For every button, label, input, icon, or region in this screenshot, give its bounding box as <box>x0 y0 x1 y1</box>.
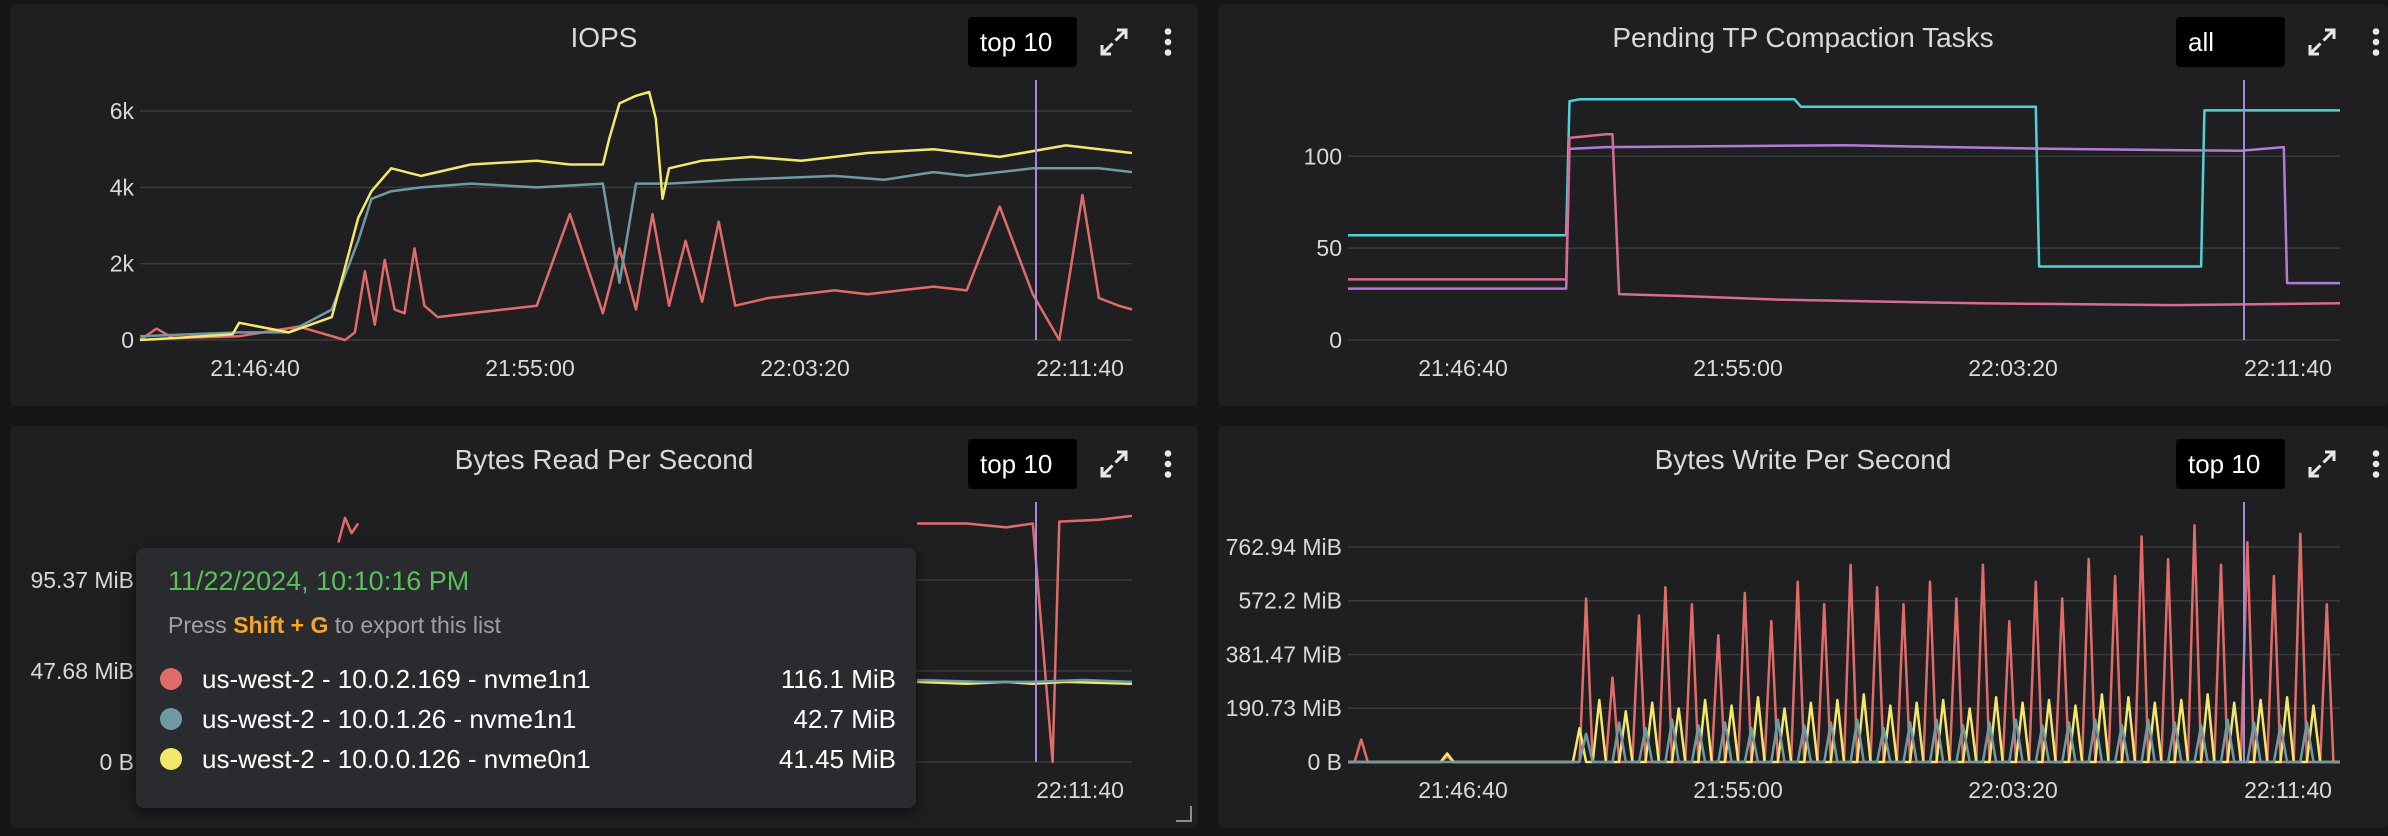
series-line-cyan <box>1348 98 2340 268</box>
top-n-select[interactable]: top 10 <box>968 17 1077 67</box>
panel-title: IOPS <box>570 22 638 53</box>
tooltip-row: us-west-2 - 10.0.2.169 - nvme1n1 116.1 M… <box>156 660 896 700</box>
x-tick-label: 22:03:20 <box>760 355 850 381</box>
series-color-dot <box>160 708 182 730</box>
tooltip-hint: Press Shift + G to export this list <box>168 612 501 639</box>
pending-tp-compaction-panel: Pending TP Compaction Tasks all 0 50 100 21… <box>1218 4 2388 406</box>
y-tick-label: 0 <box>121 327 134 353</box>
y-tick-label: 4k <box>110 174 135 200</box>
series-value: 116.1 MiB <box>780 664 896 694</box>
y-tick-label: 50 <box>1316 235 1342 261</box>
series-line-red <box>917 514 1133 764</box>
y-tick-label: 572.2 MiB <box>1238 588 1342 614</box>
series-line-red <box>139 193 1133 342</box>
x-tick-label: 21:55:00 <box>485 355 575 381</box>
iops-panel: IOPS top 10 0 2k 4k 6k 21:46:40 21:55:00 22:03… <box>10 4 1198 406</box>
chart-svg[interactable]: 0 50 100 21:46:40 21:55:00 22:03:20 22:11:40 <box>1218 4 2388 406</box>
y-tick-label: 100 <box>1304 143 1342 169</box>
panel-title: Pending TP Compaction Tasks <box>1612 22 1994 53</box>
y-tick-label: 6k <box>110 98 135 124</box>
series-line-red <box>1348 524 2340 764</box>
top-n-select[interactable]: top 10 <box>968 439 1077 489</box>
expand-icon[interactable] <box>1096 24 1132 60</box>
resize-handle[interactable] <box>1176 806 1192 822</box>
series-label: us-west-2 - 10.0.1.26 - nvme1n1 <box>202 704 577 734</box>
y-tick-label: 762.94 MiB <box>1226 534 1342 560</box>
x-tick-label: 21:46:40 <box>1418 777 1508 803</box>
tooltip-row: us-west-2 - 10.0.1.26 - nvme1n1 42.7 MiB <box>156 700 896 740</box>
series-line-gray <box>1348 718 2340 764</box>
chart-svg[interactable]: 0 B 190.73 MiB 381.47 MiB 572.2 MiB 762.94 M… <box>1218 426 2388 828</box>
y-tick-label: 0 B <box>1307 749 1342 775</box>
tooltip-date: 11/22/2024, 10:10:16 PM <box>168 566 470 596</box>
expand-icon[interactable] <box>1096 446 1132 482</box>
x-tick-label: 22:11:40 <box>2244 355 2332 381</box>
series-value: 41.45 MiB <box>778 744 896 774</box>
hint-suffix: to export this list <box>328 612 501 638</box>
series-tooltip: 11/22/2024, 10:10:16 PM Press Shift + G … <box>136 548 916 808</box>
series-line-gray <box>139 167 1133 338</box>
x-tick-label: 22:11:40 <box>1036 355 1124 381</box>
series-label: us-west-2 - 10.0.0.126 - nvme0n1 <box>202 744 591 774</box>
bytes-write-panel: Bytes Write Per Second top 10 0 B 190.73 … <box>1218 426 2388 828</box>
chart-svg[interactable]: 0 2k 4k 6k 21:46:40 21:55:00 22:03:20 22:11:40 <box>10 4 1198 406</box>
more-menu-icon[interactable] <box>2358 24 2388 60</box>
series-line-yellow <box>139 90 1133 342</box>
series-line-red <box>337 516 360 543</box>
more-menu-icon[interactable] <box>1150 446 1186 482</box>
y-tick-label: 190.73 MiB <box>1226 695 1342 721</box>
panel-title: Bytes Read Per Second <box>454 444 754 475</box>
x-tick-label: 21:46:40 <box>1418 355 1508 381</box>
hint-shortcut: Shift + G <box>233 612 329 638</box>
x-tick-label: 22:03:20 <box>1968 355 2058 381</box>
x-tick-label: 21:46:40 <box>210 355 300 381</box>
series-color-dot <box>160 668 182 690</box>
panel-title: Bytes Write Per Second <box>1654 444 1952 475</box>
more-menu-icon[interactable] <box>1150 24 1186 60</box>
x-tick-label: 21:55:00 <box>1693 355 1783 381</box>
y-tick-label: 0 B <box>99 749 134 775</box>
series-value: 42.7 MiB <box>793 704 896 734</box>
series-label: us-west-2 - 10.0.2.169 - nvme1n1 <box>202 664 591 694</box>
series-color-dot <box>160 748 182 770</box>
hint-prefix: Press <box>168 612 234 638</box>
top-n-select[interactable]: top 10 <box>2176 439 2285 489</box>
series-line-pink <box>1348 133 2341 307</box>
y-tick-label: 381.47 MiB <box>1226 641 1342 667</box>
x-tick-label: 22:11:40 <box>1036 777 1124 803</box>
more-menu-icon[interactable] <box>2358 446 2388 482</box>
tooltip-row: us-west-2 - 10.0.0.126 - nvme0n1 41.45 M… <box>156 740 896 780</box>
top-n-select[interactable]: all <box>2176 17 2285 67</box>
expand-icon[interactable] <box>2304 446 2340 482</box>
y-tick-label: 2k <box>110 251 135 277</box>
x-tick-label: 21:55:00 <box>1693 777 1783 803</box>
y-tick-label: 47.68 MiB <box>30 658 134 684</box>
y-tick-label: 95.37 MiB <box>30 567 134 593</box>
x-tick-label: 22:03:20 <box>1968 777 2058 803</box>
series-line-gray <box>917 678 1133 684</box>
y-tick-label: 0 <box>1329 327 1342 353</box>
expand-icon[interactable] <box>2304 24 2340 60</box>
x-tick-label: 22:11:40 <box>2244 777 2332 803</box>
